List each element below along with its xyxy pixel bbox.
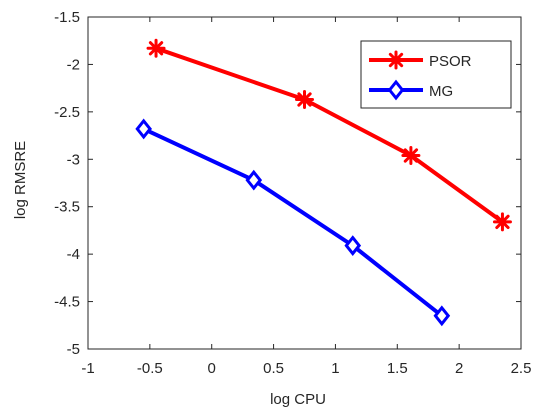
x-tick-label: 1.5 xyxy=(387,360,408,377)
y-tick-label: -3 xyxy=(67,151,80,168)
marker-stroke xyxy=(148,41,164,56)
legend-box xyxy=(360,40,512,109)
y-tick-label: -2.5 xyxy=(54,104,80,121)
y-axis-label: log RMSRE xyxy=(12,141,29,219)
data-point-psor xyxy=(492,212,512,232)
data-point-psor xyxy=(401,145,421,165)
plot-frame xyxy=(87,16,522,350)
x-tick-label: 1 xyxy=(331,360,339,377)
marker-stroke xyxy=(297,92,312,107)
x-tick-label: 0.5 xyxy=(263,360,284,377)
legend-label-mg: MG xyxy=(429,83,453,100)
y-tick-label: -4 xyxy=(67,246,80,263)
y-tick-label: -4.5 xyxy=(54,294,80,311)
marker-stroke xyxy=(388,52,404,68)
marker-stroke xyxy=(495,214,510,230)
axes: -1 -0.5 0 0.5 1 1.5 2 2.5 -5 -4.5 -4 -3.5 -3 -2.5 -2 -1… xyxy=(54,9,531,377)
x-tick-label: 2 xyxy=(455,360,463,377)
y-tick-label: -3.5 xyxy=(54,199,80,216)
data-point-psor xyxy=(295,90,314,110)
x-tick-label: 0 xyxy=(208,360,216,377)
data-point-mg xyxy=(245,169,263,191)
legend-label-psor: PSOR xyxy=(429,53,472,70)
x-axis-label: log CPU xyxy=(270,391,326,408)
y-tick-label: -2 xyxy=(67,56,80,73)
data-point-mg xyxy=(135,118,152,140)
y-tick-label: -1.5 xyxy=(54,9,80,26)
marker-stroke xyxy=(403,148,419,163)
series-line-mg xyxy=(142,127,444,318)
plot-area xyxy=(135,38,512,327)
x-tick-label: -1 xyxy=(81,360,94,377)
data-point-mg xyxy=(433,305,451,327)
series-line-psor xyxy=(155,46,504,224)
x-tick-label: 2.5 xyxy=(511,360,532,377)
legend-marker-psor xyxy=(386,50,406,70)
data-point-mg xyxy=(344,235,362,257)
x-tick-label: -0.5 xyxy=(137,360,163,377)
legend: PSOR MG xyxy=(360,40,512,109)
legend-marker-mg xyxy=(387,79,405,101)
data-point-psor xyxy=(146,38,166,58)
y-tick-label: -5 xyxy=(67,341,80,358)
